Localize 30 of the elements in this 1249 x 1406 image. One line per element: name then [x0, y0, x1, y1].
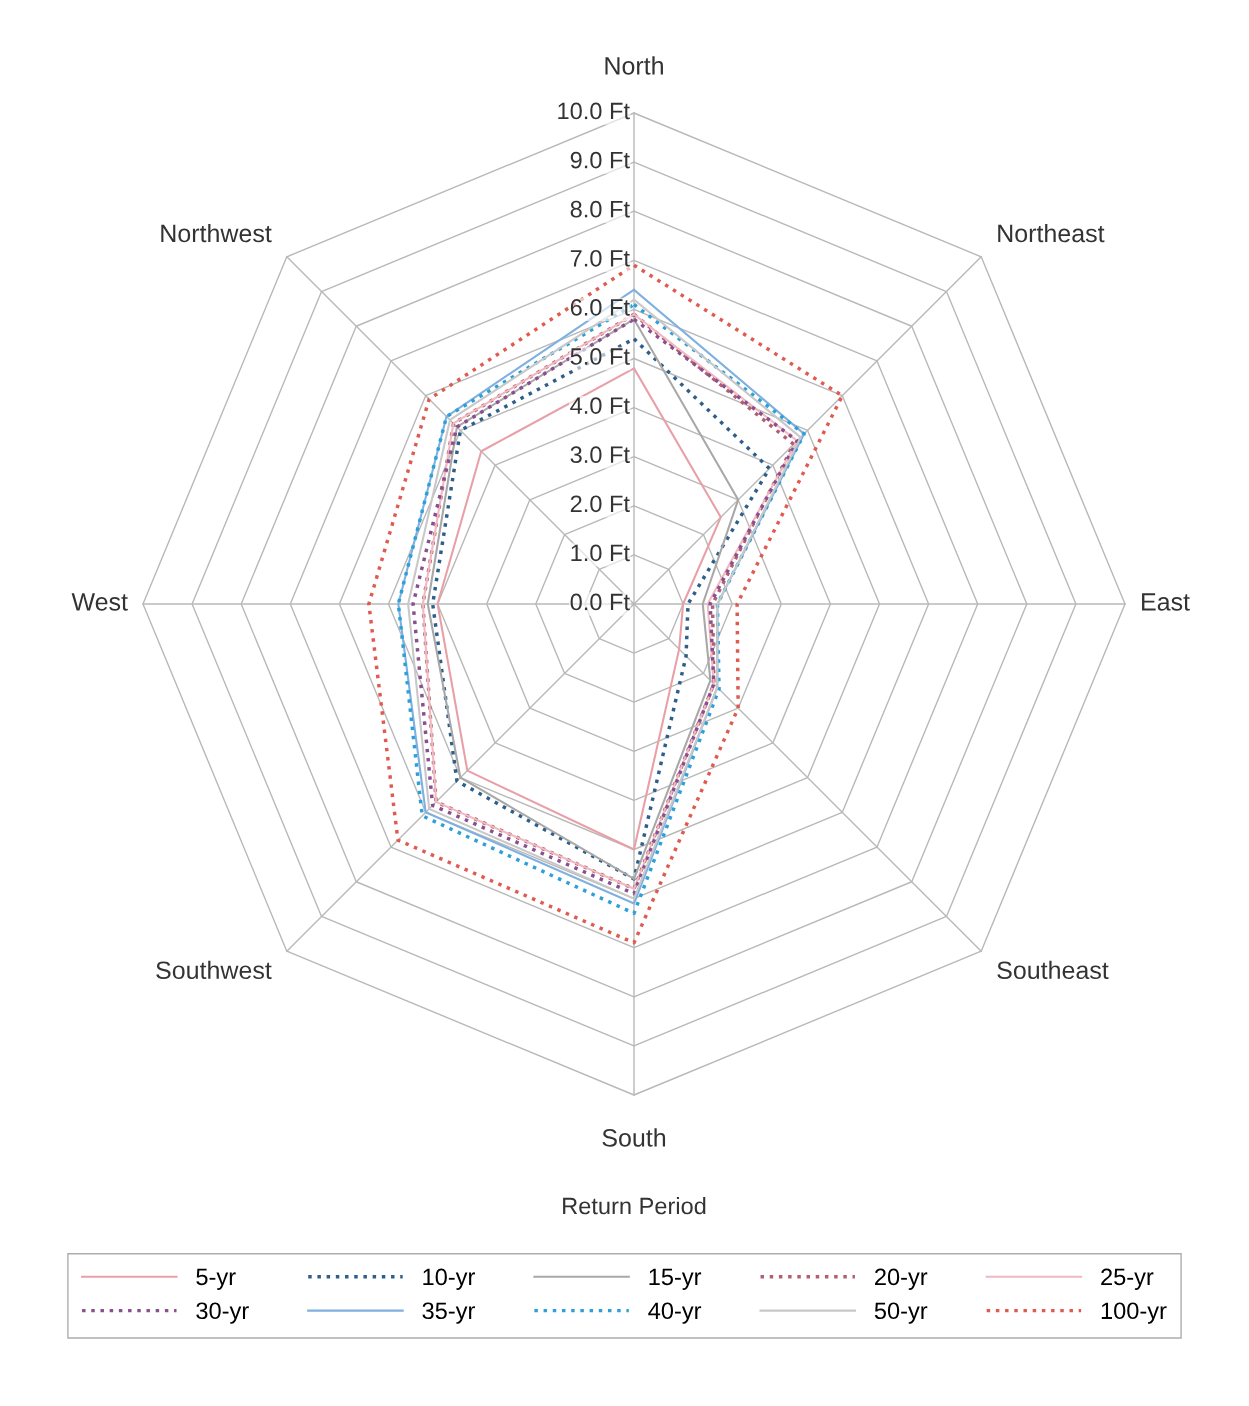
- spoke-label: East: [1142, 593, 1190, 611]
- legend-label: 25-yr: [1101, 1268, 1154, 1290]
- legend-label: 100-yr: [1101, 1302, 1167, 1324]
- legend-label: 50-yr: [874, 1302, 928, 1324]
- legend-label: 10-yr: [423, 1268, 475, 1290]
- y-tick-label: 4.0 Ft: [570, 397, 630, 414]
- y-tick-label: 1.0 Ft: [571, 544, 630, 562]
- spoke-label: Southwest: [156, 960, 272, 980]
- spoke-label: Northeast: [998, 223, 1105, 243]
- y-tick-label: 8.0 Ft: [570, 200, 630, 218]
- spoke-label: Northwest: [161, 223, 272, 243]
- y-tick-label: 9.0 Ft: [570, 151, 630, 169]
- y-tick-label: 5.0 Ft: [570, 348, 630, 365]
- legend-label: 20-yr: [875, 1268, 928, 1290]
- legend-title: Return Period: [563, 1196, 706, 1215]
- y-tick-label: 2.0 Ft: [570, 495, 630, 513]
- legend-label: 30-yr: [196, 1302, 249, 1324]
- y-tick-label: 6.0 Ft: [570, 299, 630, 316]
- legend-label: 15-yr: [649, 1268, 702, 1290]
- spoke-label: West: [71, 593, 128, 611]
- spoke-label: South: [602, 1128, 666, 1147]
- y-tick-label: 10.0 Ft: [558, 102, 630, 120]
- y-tick-label: 3.0 Ft: [570, 446, 630, 464]
- legend-label: 35-yr: [422, 1302, 475, 1324]
- legend-label: 40-yr: [648, 1302, 702, 1324]
- legend-label: 5-yr: [196, 1268, 236, 1290]
- y-tick-label: 7.0 Ft: [570, 249, 630, 267]
- spoke-label: North: [605, 56, 663, 75]
- y-tick-label: 0.0 Ft: [570, 593, 630, 611]
- spoke-label: Southeast: [997, 960, 1109, 980]
